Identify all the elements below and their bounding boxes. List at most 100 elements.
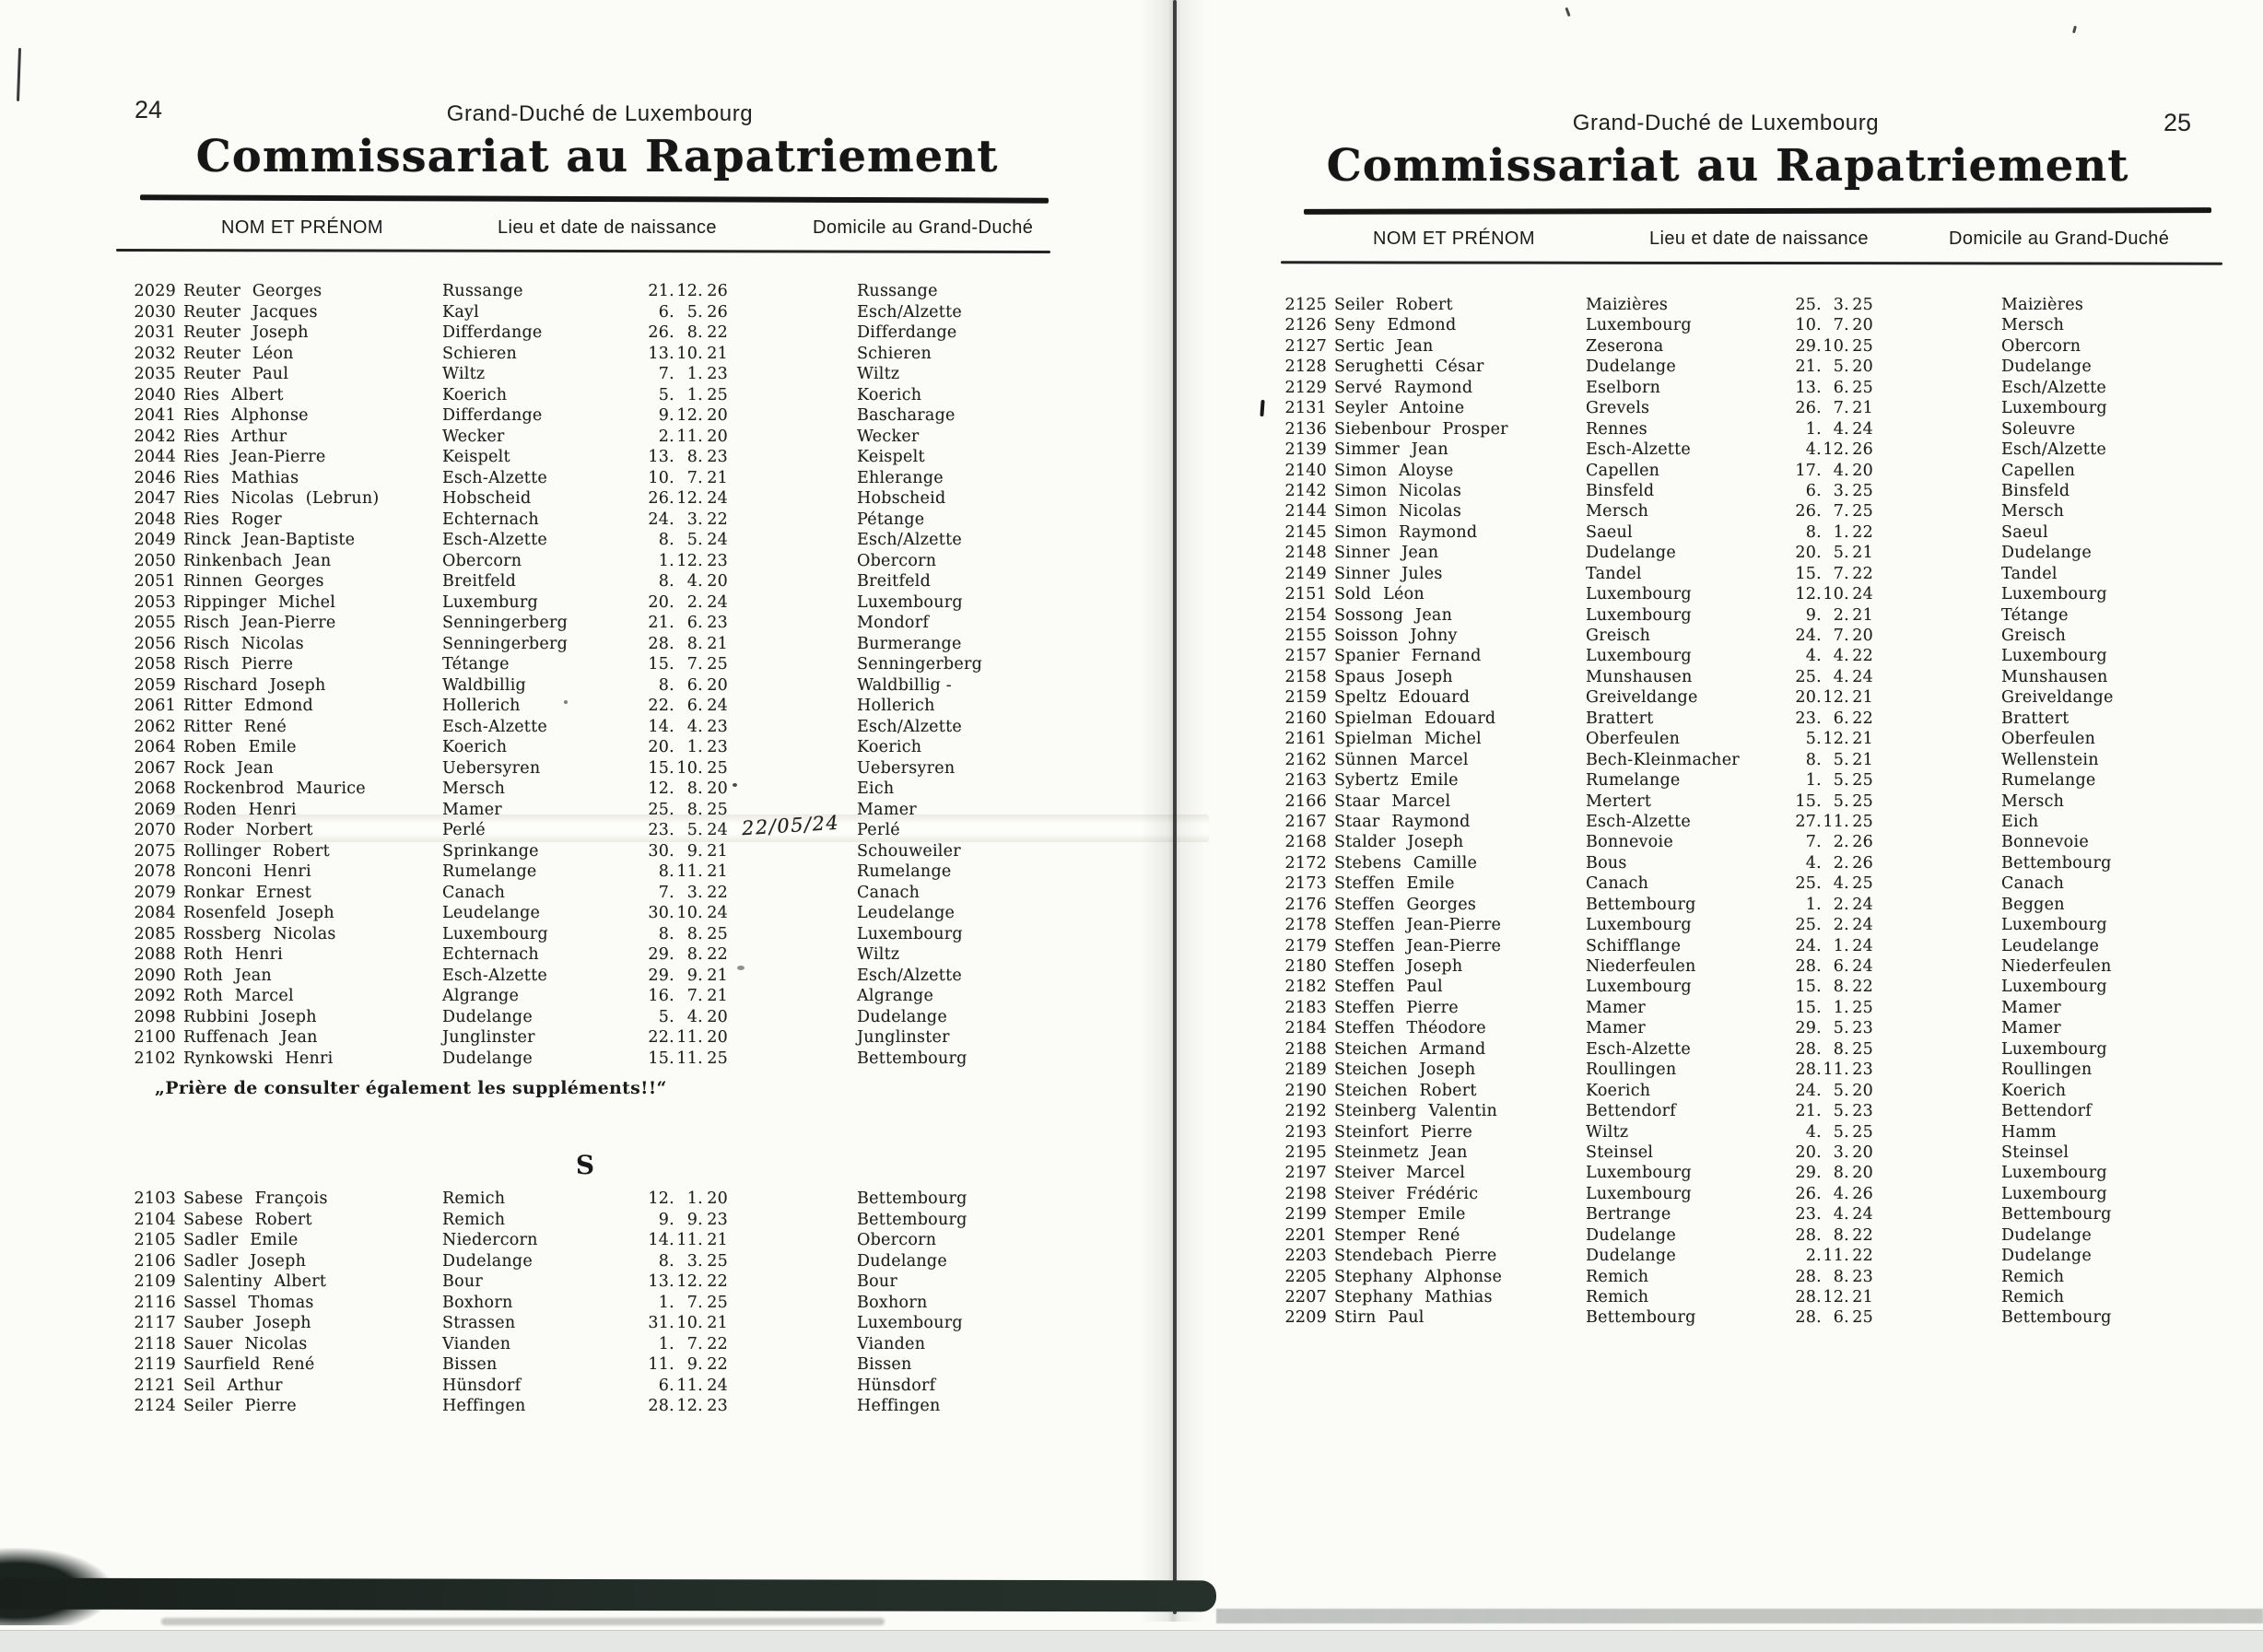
col-domicile: Koerich — [2001, 1081, 2067, 1100]
col-number: 2117 — [134, 1314, 176, 1332]
table-row: 2030 Reuter Jacques Kayl 6. 5. 26 Esch/Alz… — [118, 302, 1080, 323]
col-name: Steinmetz Jean — [1334, 1142, 1468, 1162]
col-number: 2088 — [134, 945, 176, 964]
section-letter: S — [575, 1150, 595, 1180]
region-header: Grand-Duché de Luxembourg — [446, 101, 754, 126]
table-row: 2055 Risch Jean-Pierre Senningerberg 21.… — [118, 613, 1080, 634]
col-birthplace: Obercorn — [442, 551, 522, 570]
col-number: 2151 — [1284, 585, 1327, 604]
col-number: 2144 — [1284, 502, 1327, 521]
col-domicile: Esch/Alzette — [857, 531, 962, 549]
table-row: 2121 Seil Arthur Hünsdorf 6. 11. 24 Hünsdo… — [118, 1376, 1080, 1397]
col-name: Simon Raymond — [1334, 522, 1478, 542]
col-number: 2166 — [1284, 791, 1327, 811]
col-name: Steinfort Pierre — [1334, 1122, 1473, 1142]
table-row: 2142 Simon Nicolas Binsfeld 6. 3. 25 Binsf… — [1281, 481, 2243, 501]
col-number: 2158 — [1284, 667, 1327, 686]
table-row: 2168 Stalder Joseph Bonnevoie 7. 2. 26 Bon… — [1281, 832, 2243, 852]
col-birthdate: 5. 4. 20 — [658, 1007, 728, 1026]
col-number: 2125 — [1284, 296, 1327, 314]
register-table-left: 2029 Reuter Georges Russange 21. 12. 26 Ru… — [118, 281, 1209, 1069]
col-birthplace: Luxemburg — [442, 592, 539, 612]
col-birthplace: Saeul — [1586, 522, 1633, 542]
col-number: 2161 — [1284, 730, 1327, 749]
table-row: 2149 Sinner Jules Tandel 15. 7. 22 Tandel — [1281, 564, 2243, 584]
col-number: 2190 — [1284, 1081, 1327, 1100]
col-birthdate: 20.12. 21 — [1795, 688, 1873, 708]
col-birthdate: 15. 8. 22 — [1795, 978, 1873, 997]
col-name: Simon Nicolas — [1334, 481, 1462, 500]
col-domicile: Hobscheid — [857, 489, 946, 508]
col-domicile: Burmerange — [857, 634, 962, 653]
col-birthdate: 28. 6. 24 — [1795, 957, 1873, 976]
col-name: Rock Jean — [183, 758, 275, 778]
table-row: 2207 Stephany Mathias Remich 28.12. 21 Re… — [1281, 1287, 2243, 1307]
table-row: 2041 Ries Alphonse Differdange 9. 12. 20 B… — [118, 405, 1080, 427]
col-domicile: Differdange — [857, 323, 957, 342]
col-domicile: Hamm — [2001, 1122, 2057, 1142]
col-number: 2149 — [1284, 564, 1327, 583]
col-domicile: Wiltz — [857, 365, 900, 383]
col-name: Steffen Jean-Pierre — [1334, 916, 1502, 935]
col-birthplace: Esch-Alzette — [442, 966, 547, 985]
col-birthdate: 12. 1. 20 — [648, 1189, 728, 1208]
col-birthplace: Echternach — [442, 510, 539, 529]
col-domicile: Rumelange — [2001, 771, 2096, 791]
col-birthplace: Mersch — [1586, 502, 1649, 521]
col-name: Serughetti César — [1334, 357, 1484, 377]
col-domicile: Wiltz — [857, 945, 900, 964]
page-gutter-line — [1173, 0, 1177, 1614]
col-birthplace: Greiveldange — [1586, 688, 1698, 708]
col-birthdate: 8. 3. 25 — [658, 1251, 728, 1271]
table-row: 2126 Seny Edmond Luxembourg 10. 7. 20 Mers… — [1281, 315, 2243, 335]
col-birthdate: 15. 7. 22 — [1795, 564, 1873, 583]
col-name: Stemper René — [1334, 1225, 1460, 1245]
col-name: Steichen Joseph — [1334, 1060, 1476, 1080]
col-birthdate: 22. 6. 24 — [648, 697, 728, 715]
col-domicile: Greisch — [2001, 627, 2067, 645]
col-number: 2100 — [134, 1028, 176, 1047]
col-name: Stirn Paul — [1334, 1308, 1425, 1328]
table-row: 2183 Steffen Pierre Mamer 15. 1. 25 Mamer — [1281, 998, 2243, 1018]
col-birthplace: Hünsdorf — [442, 1376, 522, 1395]
col-birthplace: Uebersyren — [442, 758, 541, 778]
col-birthplace: Senningerberg — [442, 634, 569, 653]
col-domicile: Esch/Alzette — [857, 302, 962, 322]
table-row: 2139 Simmer Jean Esch-Alzette 4.12. 26 Es… — [1281, 439, 2243, 460]
col-birthplace: Tandel — [1586, 564, 1642, 583]
table-row: 2203 Stendebach Pierre Dudelange 2.11. 22… — [1281, 1246, 2243, 1266]
col-name: Rosenfeld Joseph — [183, 904, 334, 922]
col-name: Seiler Robert — [1334, 296, 1453, 314]
col-birthplace: Remich — [442, 1189, 506, 1208]
header-rule-thin — [1280, 261, 2223, 265]
col-birthdate: 2. 11. 20 — [658, 427, 728, 446]
col-birthplace: Schifflange — [1586, 936, 1682, 955]
col-name: Rockenbrod Maurice — [183, 779, 366, 798]
table-row: 2058 Risch Pierre Tétange 15. 7. 25 Sennin… — [118, 654, 1080, 675]
col-birthplace: Grevels — [1586, 399, 1650, 418]
col-birthdate: 26. 7. 21 — [1795, 399, 1873, 418]
right-page: 25 Grand-Duché de Luxembourg Commissaria… — [1176, 0, 2263, 1651]
col-name: Saurfield René — [183, 1355, 315, 1374]
col-domicile: Obercorn — [2001, 336, 2081, 356]
col-name: Simon Nicolas — [1334, 502, 1462, 521]
col-birthplace: Bettembourg — [1586, 1308, 1696, 1328]
col-birthdate: 25. 2. 24 — [1795, 916, 1873, 935]
col-name: Ries Jean-Pierre — [183, 448, 326, 466]
table-row: 2189 Steichen Joseph Roullingen 28.11. 23… — [1281, 1060, 2243, 1080]
col-name: Reuter Joseph — [183, 323, 309, 342]
page-title: Commissariat au Rapatriement — [195, 131, 999, 182]
col-birthplace: Steinsel — [1586, 1142, 1654, 1162]
table-row: 2190 Steichen Robert Koerich 24. 5. 20 Koe… — [1281, 1081, 2243, 1101]
col-name: Sossong Jean — [1334, 605, 1453, 625]
col-name: Stephany Alphonse — [1334, 1267, 1503, 1286]
col-name: Reuter Paul — [183, 365, 289, 383]
col-number: 2103 — [134, 1189, 176, 1208]
col-birthplace: Wecker — [442, 427, 505, 446]
col-name: Seil Arthur — [183, 1376, 283, 1395]
col-name: Speltz Edouard — [1334, 688, 1471, 708]
col-name: Rinck Jean-Baptiste — [183, 531, 356, 549]
column-header-birth: Lieu et date de naissance — [498, 217, 717, 238]
col-birthplace: Dudelange — [442, 1049, 533, 1068]
col-birthdate: 25. 3. 25 — [1795, 296, 1873, 314]
